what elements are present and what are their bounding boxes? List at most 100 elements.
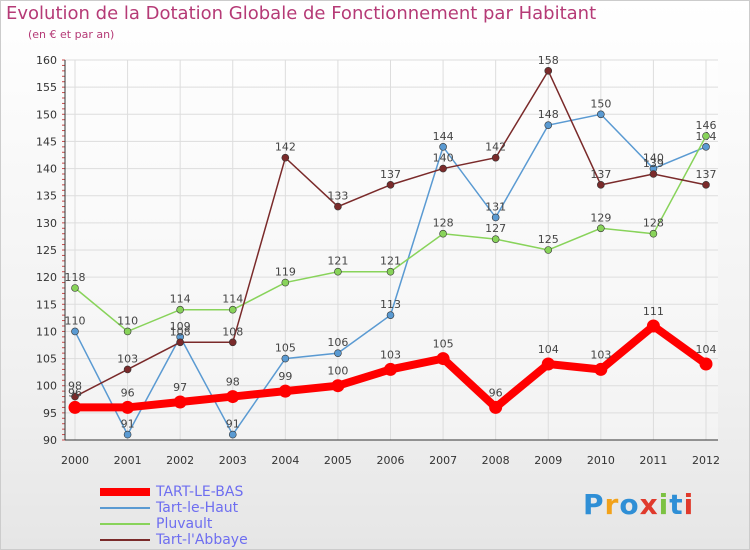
y-tick-label: 125 bbox=[36, 244, 57, 257]
data-label: 104 bbox=[538, 343, 559, 356]
data-label: 96 bbox=[489, 386, 503, 399]
data-point bbox=[229, 431, 236, 438]
data-point bbox=[647, 320, 660, 333]
x-tick-label: 2010 bbox=[587, 454, 615, 467]
data-label: 105 bbox=[275, 342, 296, 355]
data-label: 110 bbox=[65, 314, 86, 327]
data-label: 158 bbox=[538, 54, 559, 67]
data-label: 142 bbox=[275, 141, 296, 154]
data-point bbox=[703, 133, 710, 140]
data-label: 119 bbox=[275, 266, 296, 279]
data-label: 127 bbox=[485, 222, 506, 235]
data-label: 140 bbox=[433, 152, 454, 165]
data-point bbox=[650, 230, 657, 237]
data-point bbox=[650, 171, 657, 178]
x-tick-label: 2009 bbox=[534, 454, 562, 467]
data-point bbox=[229, 306, 236, 313]
data-point bbox=[703, 143, 710, 150]
data-point bbox=[703, 181, 710, 188]
data-label: 100 bbox=[327, 365, 348, 378]
legend-label: Pluvault bbox=[156, 516, 212, 532]
y-tick-label: 95 bbox=[43, 407, 57, 420]
data-label: 91 bbox=[121, 418, 135, 431]
y-tick-label: 115 bbox=[36, 298, 57, 311]
data-point bbox=[597, 225, 604, 232]
data-label: 150 bbox=[590, 97, 611, 110]
data-point bbox=[440, 165, 447, 172]
data-point bbox=[334, 268, 341, 275]
data-point bbox=[124, 431, 131, 438]
y-tick-label: 100 bbox=[36, 380, 57, 393]
data-label: 99 bbox=[278, 370, 292, 383]
data-label: 137 bbox=[696, 168, 717, 181]
data-label: 114 bbox=[222, 293, 243, 306]
data-label: 131 bbox=[485, 200, 506, 213]
data-point bbox=[72, 285, 79, 292]
data-point bbox=[72, 328, 79, 335]
data-point bbox=[597, 111, 604, 118]
data-label: 108 bbox=[222, 325, 243, 338]
y-tick-label: 130 bbox=[36, 217, 57, 230]
data-point bbox=[177, 339, 184, 346]
data-point bbox=[69, 401, 82, 414]
data-label: 129 bbox=[590, 211, 611, 224]
data-label: 111 bbox=[643, 305, 664, 318]
data-point bbox=[226, 390, 239, 403]
data-point bbox=[440, 230, 447, 237]
data-point bbox=[545, 67, 552, 74]
data-point bbox=[542, 358, 555, 371]
data-label: 139 bbox=[643, 157, 664, 170]
data-point bbox=[700, 358, 713, 371]
data-label: 144 bbox=[433, 130, 454, 143]
data-label: 137 bbox=[380, 168, 401, 181]
data-point bbox=[492, 214, 499, 221]
legend-label: Tart-l'Abbaye bbox=[156, 532, 248, 548]
data-label: 98 bbox=[226, 376, 240, 389]
legend-swatch bbox=[100, 523, 150, 525]
x-tick-label: 2012 bbox=[692, 454, 720, 467]
x-tick-label: 2004 bbox=[271, 454, 299, 467]
data-label: 114 bbox=[170, 293, 191, 306]
data-label: 104 bbox=[696, 343, 717, 356]
legend-swatch bbox=[100, 507, 150, 509]
x-tick-label: 2011 bbox=[639, 454, 667, 467]
data-label: 97 bbox=[173, 381, 187, 394]
y-tick-label: 140 bbox=[36, 163, 57, 176]
y-tick-label: 150 bbox=[36, 108, 57, 121]
data-point bbox=[545, 122, 552, 129]
data-label: 146 bbox=[696, 119, 717, 132]
y-tick-label: 155 bbox=[36, 81, 57, 94]
data-point bbox=[124, 366, 131, 373]
line-chart: 9095100105110115120125130135140145150155… bbox=[0, 0, 750, 550]
x-tick-label: 2005 bbox=[324, 454, 352, 467]
data-point bbox=[177, 306, 184, 313]
proxiti-logo: Proxiti bbox=[583, 488, 694, 521]
data-label: 96 bbox=[121, 386, 135, 399]
data-label: 108 bbox=[170, 325, 191, 338]
legend-label: TART-LE-BAS bbox=[156, 484, 243, 500]
y-tick-label: 120 bbox=[36, 271, 57, 284]
data-point bbox=[594, 363, 607, 376]
y-tick-label: 110 bbox=[36, 325, 57, 338]
x-tick-label: 2003 bbox=[219, 454, 247, 467]
legend-swatch bbox=[100, 539, 150, 541]
data-label: 113 bbox=[380, 298, 401, 311]
data-label: 91 bbox=[226, 418, 240, 431]
data-point bbox=[334, 203, 341, 210]
data-point bbox=[174, 396, 187, 409]
x-tick-label: 2006 bbox=[377, 454, 405, 467]
data-point bbox=[597, 181, 604, 188]
x-tick-label: 2002 bbox=[166, 454, 194, 467]
data-label: 103 bbox=[117, 352, 138, 365]
data-point bbox=[437, 352, 450, 365]
data-label: 125 bbox=[538, 233, 559, 246]
data-point bbox=[492, 236, 499, 243]
y-tick-label: 135 bbox=[36, 190, 57, 203]
y-tick-label: 90 bbox=[43, 434, 57, 447]
data-point bbox=[387, 268, 394, 275]
data-label: 103 bbox=[590, 348, 611, 361]
data-point bbox=[545, 247, 552, 254]
x-tick-label: 2001 bbox=[114, 454, 142, 467]
data-label: 118 bbox=[65, 271, 86, 284]
data-label: 105 bbox=[433, 338, 454, 351]
